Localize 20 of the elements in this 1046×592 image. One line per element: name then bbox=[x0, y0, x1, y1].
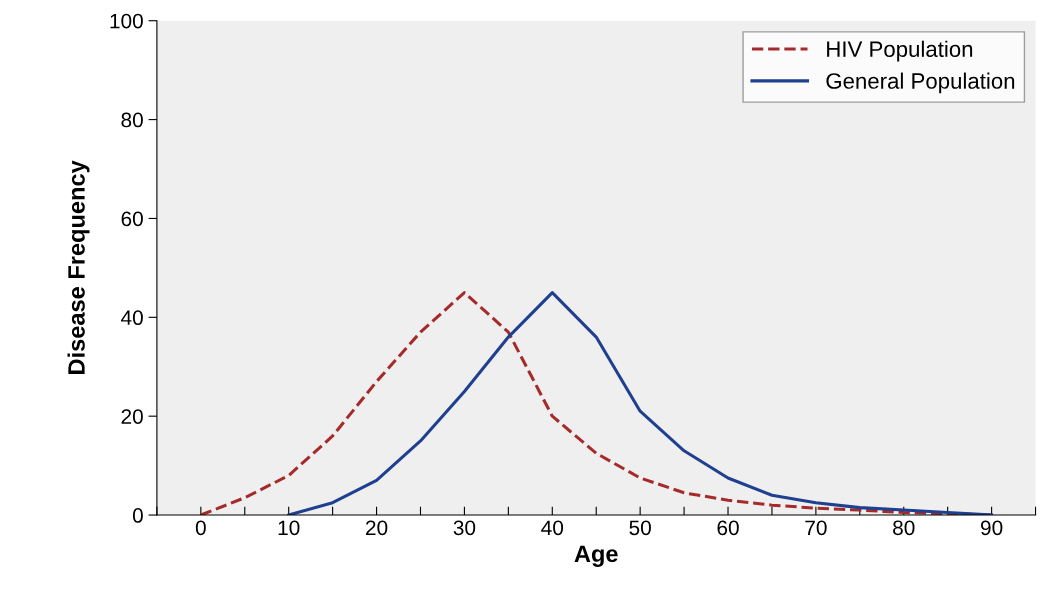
y-tick-label: 60 bbox=[121, 211, 143, 227]
x-axis-title: Age bbox=[574, 545, 618, 567]
legend-label: HIV Population bbox=[827, 40, 973, 62]
x-tick-label: 60 bbox=[717, 520, 739, 536]
y-tick-label: 80 bbox=[121, 112, 143, 128]
y-tick-label: 20 bbox=[121, 409, 143, 424]
x-tick-label: 30 bbox=[453, 520, 476, 536]
legend-label: General Population bbox=[826, 72, 1015, 94]
x-tick-label: 10 bbox=[278, 520, 300, 536]
y-tick-label: 0 bbox=[132, 508, 143, 523]
x-tick-label: 80 bbox=[893, 520, 915, 536]
y-tick-label: 100 bbox=[110, 13, 143, 29]
x-tick-label: 50 bbox=[629, 520, 651, 536]
y-tick-label: 40 bbox=[121, 310, 143, 326]
x-tick-label: 70 bbox=[805, 520, 827, 536]
y-axis-title: Disease Frequency bbox=[67, 160, 90, 374]
x-tick-label: 20 bbox=[366, 520, 388, 536]
x-tick-label: 90 bbox=[981, 520, 1003, 536]
x-tick-label: 40 bbox=[541, 520, 564, 536]
x-tick-label: 0 bbox=[195, 520, 206, 536]
